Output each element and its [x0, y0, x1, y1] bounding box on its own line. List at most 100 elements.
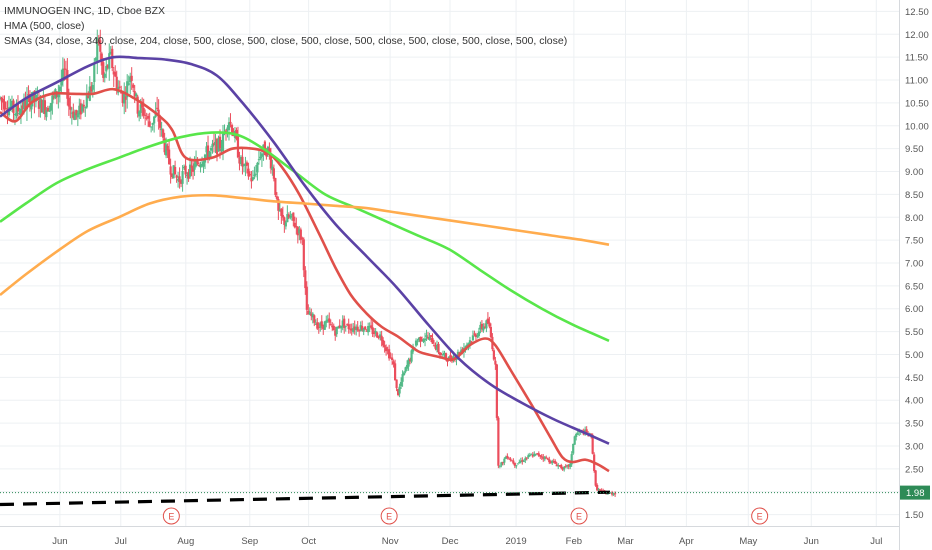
earnings-marker — [380, 507, 398, 525]
candle-body — [114, 72, 117, 77]
candle-body — [438, 352, 442, 355]
y-tick-label: 8.00 — [905, 213, 924, 224]
candle-body — [483, 326, 487, 328]
hma-legend[interactable]: HMA (500, close) — [4, 20, 85, 32]
candle-body — [561, 467, 564, 470]
candle-body — [572, 443, 575, 454]
last-price-box — [900, 485, 930, 500]
candle-body — [232, 134, 235, 137]
candle-body — [349, 328, 352, 330]
candle-body — [269, 155, 272, 169]
candle-body — [379, 334, 382, 338]
candle-body — [350, 328, 353, 331]
candle-body — [112, 71, 115, 75]
y-tick-label: 1.50 — [905, 510, 924, 521]
candle-body — [555, 464, 558, 467]
candle-body — [250, 177, 253, 182]
candle-body — [398, 386, 401, 394]
candle-body — [522, 460, 525, 462]
candle-body — [73, 113, 76, 120]
candle-body — [563, 466, 566, 470]
y-tick-label: 10.50 — [905, 98, 929, 109]
candle-body — [314, 323, 317, 325]
candle-body — [277, 199, 280, 211]
candle-body — [138, 111, 141, 117]
candle-body — [290, 214, 293, 216]
candle-body — [612, 493, 615, 495]
candle-body — [479, 324, 482, 330]
candle-body — [346, 324, 349, 326]
candle-body — [334, 330, 337, 336]
symbol-title[interactable]: IMMUNOGEN INC, 1D, Cboe BZX — [4, 5, 166, 17]
candle-body — [175, 175, 178, 178]
candle-body — [245, 162, 249, 166]
candle-body — [426, 337, 430, 339]
candle-body — [311, 313, 314, 318]
candle-body — [72, 111, 75, 118]
candle-body — [347, 324, 350, 330]
candle-body — [537, 453, 540, 456]
candle-body — [377, 336, 380, 339]
candle-body — [242, 164, 246, 166]
candle-body — [24, 100, 27, 108]
candle-body — [148, 121, 151, 127]
candle-body — [147, 115, 150, 119]
candle-body — [506, 455, 509, 458]
candle-body — [217, 138, 220, 152]
candle-body — [30, 100, 33, 110]
candle-body — [298, 229, 301, 234]
candle-body — [518, 461, 521, 463]
candle-body — [224, 130, 228, 132]
candle-body — [169, 166, 172, 175]
candle-body — [244, 163, 247, 167]
candle-body — [248, 174, 252, 176]
candle-body — [419, 336, 422, 342]
candle-body — [168, 149, 171, 165]
candle-body — [42, 100, 45, 113]
candle-body — [512, 460, 515, 464]
candle-body — [133, 91, 136, 97]
candle-body — [251, 177, 255, 180]
candle-body — [332, 325, 335, 331]
candle-body — [543, 456, 546, 460]
candle-body — [388, 349, 391, 359]
candle-body — [494, 360, 497, 365]
candle-body — [296, 227, 299, 236]
candle-body — [394, 363, 397, 381]
candle-body — [184, 165, 187, 175]
earnings-marker — [162, 507, 180, 525]
candle-body — [239, 156, 243, 164]
candle-body — [428, 336, 431, 341]
candle-body — [283, 217, 286, 225]
chart-grid — [0, 0, 899, 526]
candle-body — [367, 325, 370, 333]
price-axis[interactable]: 1.502.002.503.003.504.004.505.005.506.00… — [899, 0, 929, 550]
candle-body — [194, 160, 198, 167]
x-tick-label: 2019 — [506, 536, 527, 547]
candle-body — [376, 332, 379, 338]
candle-body — [260, 153, 264, 157]
candle-body — [319, 323, 322, 328]
candle-body — [153, 116, 156, 124]
candle-body — [422, 339, 425, 342]
candle-body — [516, 463, 519, 465]
candle-body — [599, 489, 602, 491]
candle-body — [81, 104, 84, 112]
candle-body — [27, 94, 30, 96]
candle-body — [471, 335, 475, 341]
candle-body — [470, 341, 473, 343]
time-axis[interactable]: Jun Jul Aug Sep Oct Nov Dec 2019 Feb Mar Apr May Jun… — [0, 526, 899, 548]
candle-body — [310, 313, 313, 317]
candle-body — [492, 350, 495, 360]
candle-body — [302, 239, 305, 271]
candle-body — [226, 127, 229, 131]
candle-body — [594, 470, 597, 486]
candle-body — [145, 117, 148, 119]
candle-body — [464, 346, 467, 348]
candle-body — [70, 112, 73, 114]
candle-body — [265, 153, 268, 157]
sma-legend[interactable]: SMAs (34, close, 340, close, 204, close,… — [4, 35, 568, 47]
candle-body — [230, 124, 234, 135]
candle-body — [320, 321, 323, 327]
